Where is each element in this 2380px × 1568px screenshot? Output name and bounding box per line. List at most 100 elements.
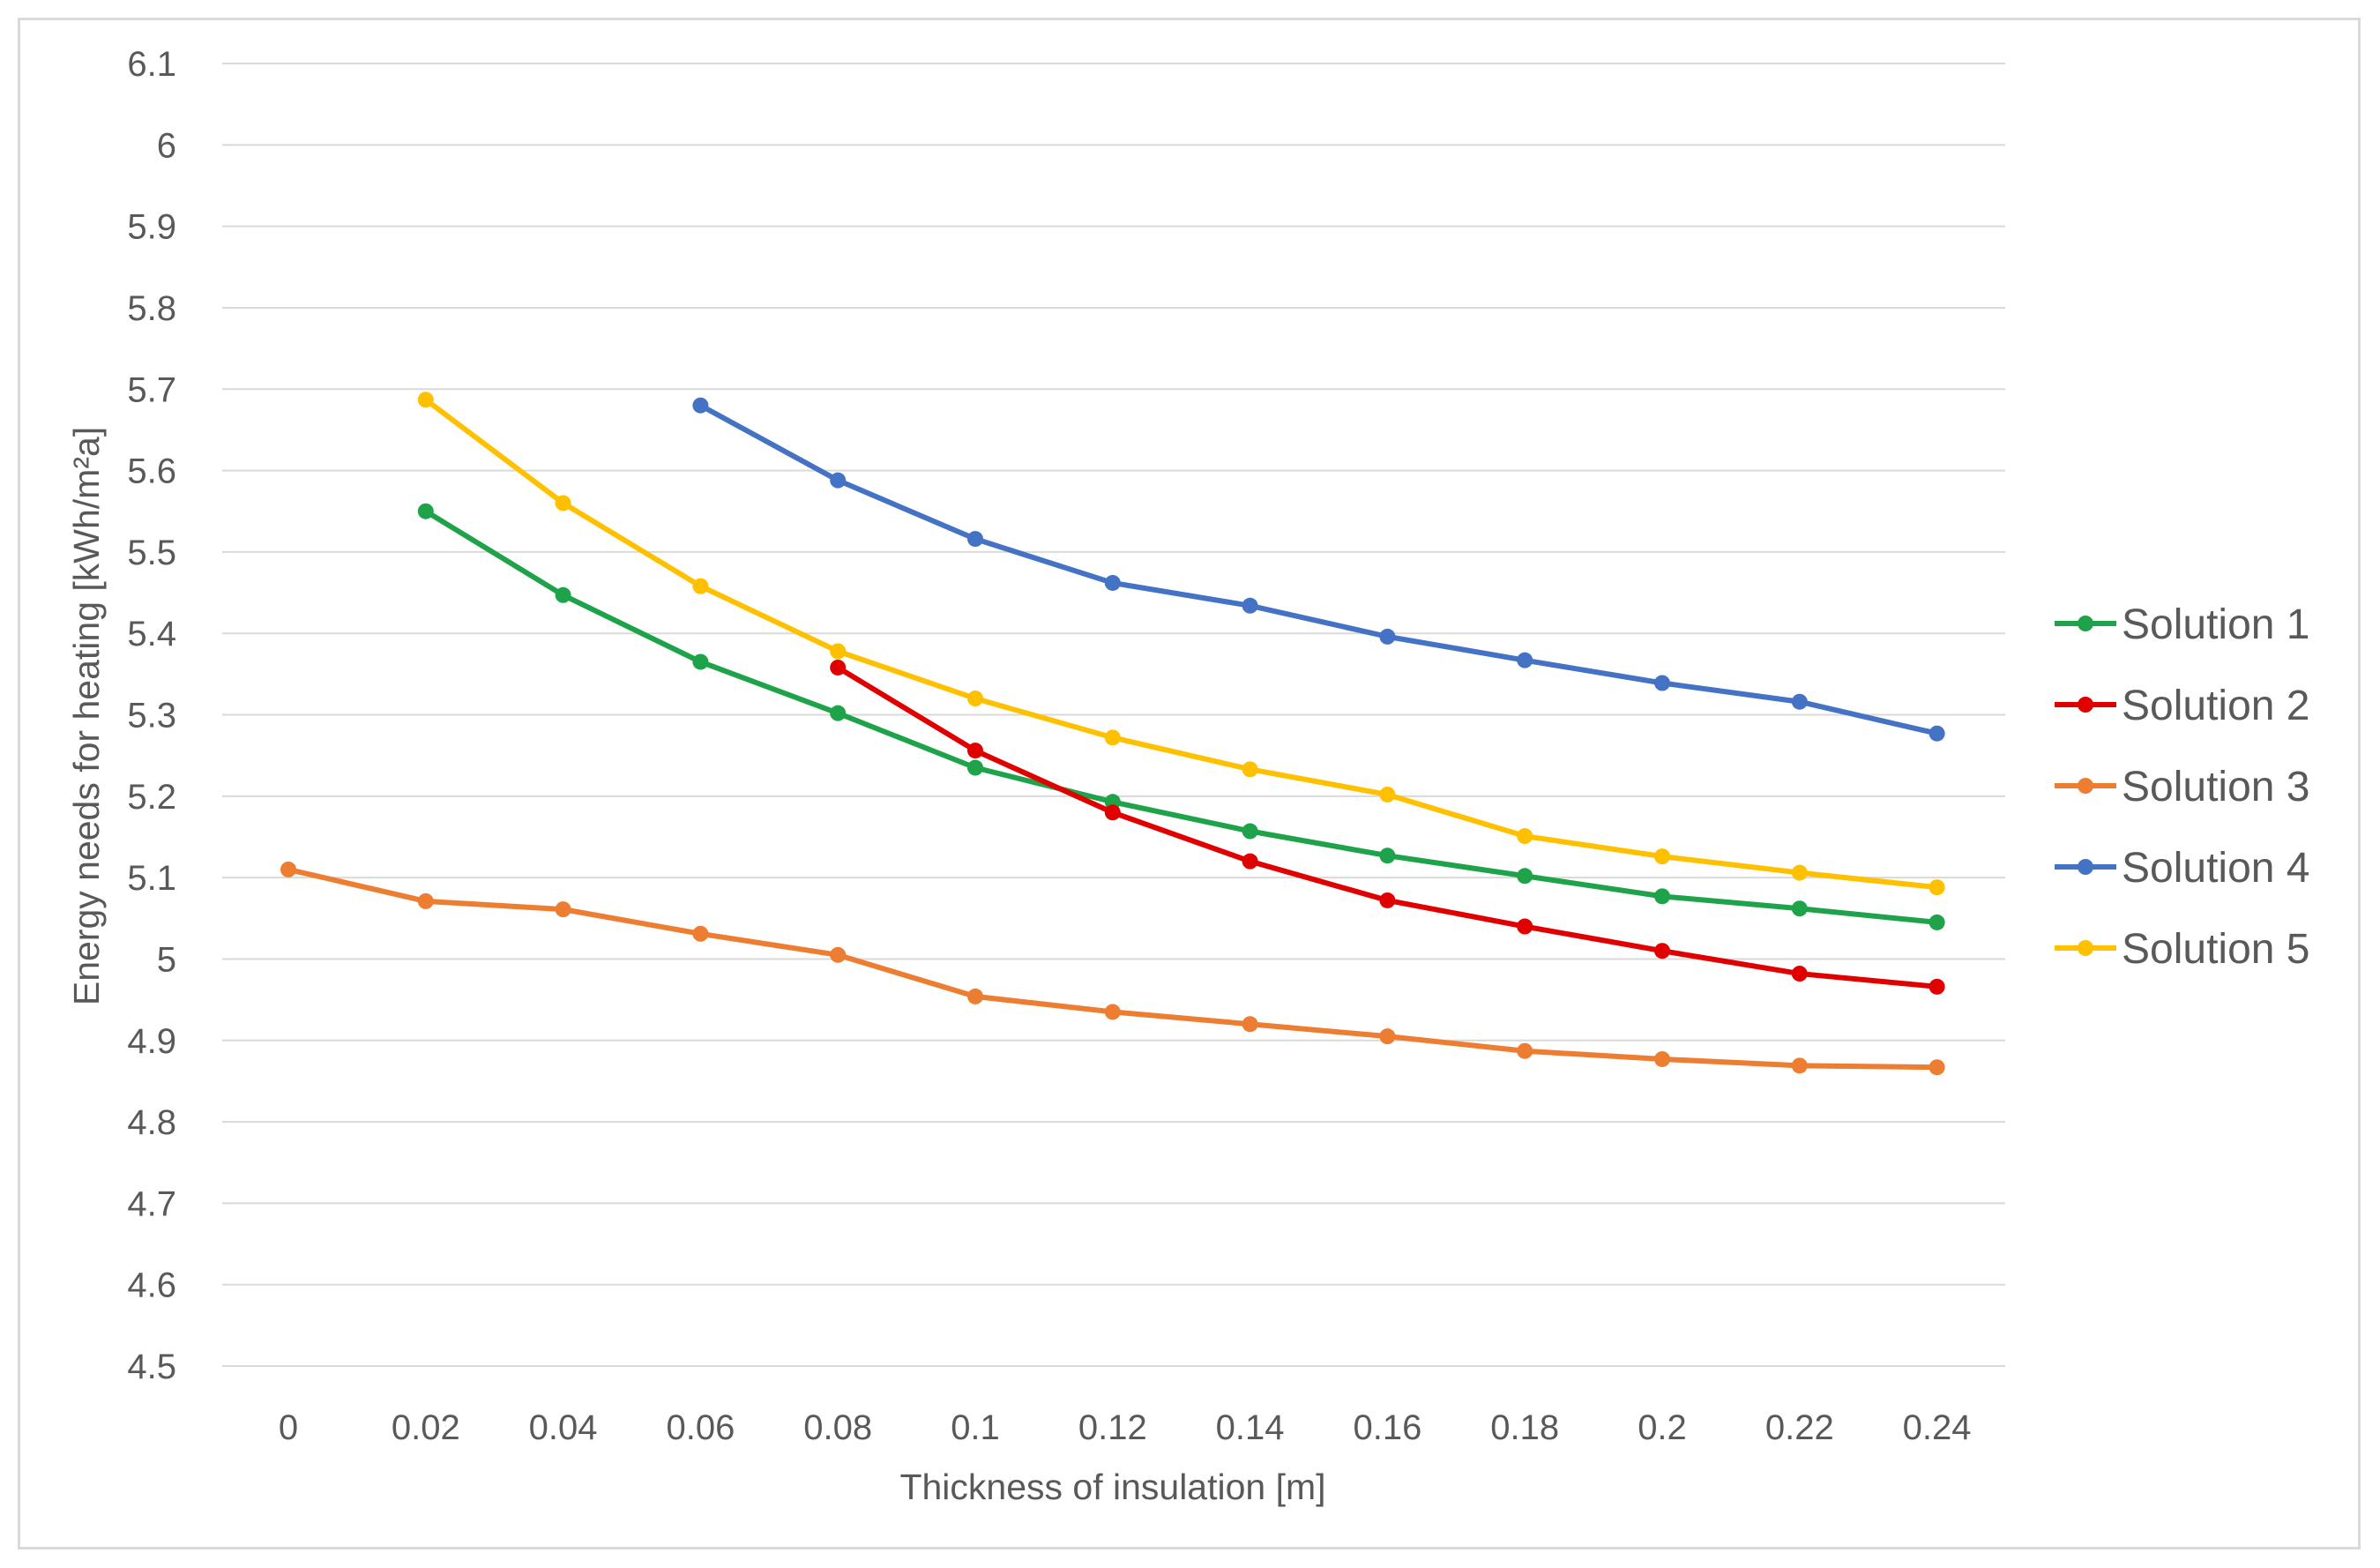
legend-item: Solution 3 bbox=[2055, 764, 2310, 810]
x-tick-label: 0.12 bbox=[1078, 1408, 1147, 1447]
legend-label: Solution 5 bbox=[2122, 926, 2310, 973]
legend-swatch-marker bbox=[2078, 697, 2093, 713]
data-point bbox=[1654, 848, 1670, 865]
legend-item: Solution 2 bbox=[2055, 683, 2310, 729]
data-point bbox=[417, 892, 434, 909]
data-point bbox=[830, 946, 847, 963]
series-2 bbox=[830, 659, 1945, 995]
legend-item: Solution 4 bbox=[2055, 845, 2310, 892]
data-point bbox=[1791, 900, 1808, 917]
data-point bbox=[1929, 914, 1945, 930]
data-point bbox=[1242, 597, 1258, 614]
data-point bbox=[1517, 1042, 1533, 1059]
legend-swatch-marker bbox=[2078, 778, 2093, 794]
data-point bbox=[1929, 1059, 1945, 1076]
data-point bbox=[1104, 804, 1121, 821]
data-point bbox=[1379, 786, 1396, 803]
series-5 bbox=[417, 392, 1945, 896]
data-point bbox=[1654, 888, 1670, 905]
data-point bbox=[417, 392, 434, 408]
data-point bbox=[692, 653, 709, 670]
x-tick-label: 0.14 bbox=[1216, 1408, 1285, 1447]
data-point bbox=[967, 759, 983, 776]
y-tick-label: 4.9 bbox=[127, 1022, 176, 1061]
y-tick-label: 5 bbox=[157, 940, 176, 979]
x-axis-title: Thickness of insulation [m] bbox=[899, 1467, 1325, 1507]
data-point bbox=[555, 901, 571, 918]
legend-label: Solution 4 bbox=[2122, 845, 2310, 892]
x-tick-label: 0.22 bbox=[1765, 1408, 1834, 1447]
x-axis-ticks: 0 0.02 0.04 0.06 0.08 0.1 0.12 0.14 0.16 0.18 0.2 0… bbox=[279, 1408, 1972, 1447]
x-tick-label: 0.06 bbox=[666, 1408, 735, 1447]
y-tick-label: 4.7 bbox=[127, 1184, 176, 1223]
data-point bbox=[1104, 1004, 1121, 1020]
data-point bbox=[692, 925, 709, 942]
legend-label: Solution 1 bbox=[2122, 601, 2310, 648]
y-tick-label: 5.8 bbox=[127, 289, 176, 328]
x-tick-label: 0.18 bbox=[1490, 1408, 1559, 1447]
series-line bbox=[422, 508, 1940, 925]
y-tick-label: 5.9 bbox=[127, 208, 176, 247]
data-point bbox=[1654, 943, 1670, 959]
y-tick-label: 5.2 bbox=[127, 778, 176, 817]
x-tick-label: 0.02 bbox=[392, 1408, 460, 1447]
data-point bbox=[967, 691, 983, 707]
data-point bbox=[555, 495, 571, 511]
x-tick-label: 0.24 bbox=[1903, 1408, 1972, 1447]
data-point bbox=[1517, 652, 1533, 668]
x-tick-label: 0.04 bbox=[529, 1408, 598, 1447]
x-tick-label: 0.1 bbox=[951, 1408, 1000, 1447]
legend-swatch-marker bbox=[2078, 616, 2093, 631]
y-tick-label: 6.1 bbox=[127, 45, 176, 84]
data-point bbox=[1104, 729, 1121, 746]
series-lines bbox=[280, 392, 1945, 1076]
data-point bbox=[830, 643, 847, 660]
y-axis-title: Energy needs for heating [kWh/m²a] bbox=[66, 427, 107, 1005]
y-tick-label: 4.6 bbox=[127, 1266, 176, 1305]
x-tick-label: 0.16 bbox=[1353, 1408, 1421, 1447]
gridlines bbox=[222, 63, 2005, 1367]
legend-label: Solution 3 bbox=[2122, 764, 2310, 810]
series-4 bbox=[692, 397, 1945, 742]
series-1 bbox=[417, 503, 1945, 930]
data-point bbox=[1654, 1050, 1670, 1067]
chart-frame bbox=[18, 18, 2361, 1549]
y-tick-label: 4.8 bbox=[127, 1103, 176, 1142]
data-point bbox=[1791, 864, 1808, 881]
data-point bbox=[1379, 847, 1396, 864]
x-tick-label: 0.2 bbox=[1638, 1408, 1687, 1447]
data-point bbox=[280, 861, 296, 877]
data-point bbox=[1379, 628, 1396, 645]
data-point bbox=[1242, 823, 1258, 840]
x-tick-label: 0.08 bbox=[803, 1408, 872, 1447]
data-point bbox=[830, 705, 847, 721]
legend-swatch-marker bbox=[2078, 859, 2093, 875]
y-tick-label: 5.3 bbox=[127, 697, 176, 735]
data-point bbox=[1242, 853, 1258, 870]
data-point bbox=[967, 531, 983, 548]
data-point bbox=[1517, 918, 1533, 935]
data-point bbox=[830, 472, 847, 489]
data-point bbox=[555, 586, 571, 603]
data-point bbox=[1517, 828, 1533, 845]
y-axis-ticks: 4.5 4.6 4.7 4.8 4.9 5 5.1 5.2 5.3 5.4 5.5 5.6 5.7 5.8… bbox=[127, 45, 176, 1386]
data-point bbox=[1104, 574, 1121, 591]
data-point bbox=[692, 397, 709, 414]
data-point bbox=[1379, 1028, 1396, 1045]
data-point bbox=[692, 578, 709, 594]
data-point bbox=[1654, 675, 1670, 691]
series-line bbox=[698, 402, 1940, 736]
data-point bbox=[1929, 879, 1945, 896]
data-point bbox=[1517, 868, 1533, 885]
data-point bbox=[1929, 978, 1945, 995]
data-point bbox=[417, 503, 434, 519]
x-tick-label: 0 bbox=[279, 1408, 298, 1447]
data-point bbox=[1791, 966, 1808, 982]
legend-swatch-marker bbox=[2078, 940, 2093, 956]
legend-item: Solution 5 bbox=[2055, 926, 2310, 973]
legend: Solution 1 Solution 2 Solution 3 Solution 4… bbox=[2055, 601, 2310, 973]
y-tick-label: 5.7 bbox=[127, 370, 176, 409]
data-point bbox=[1791, 1057, 1808, 1074]
series-3 bbox=[280, 861, 1945, 1076]
